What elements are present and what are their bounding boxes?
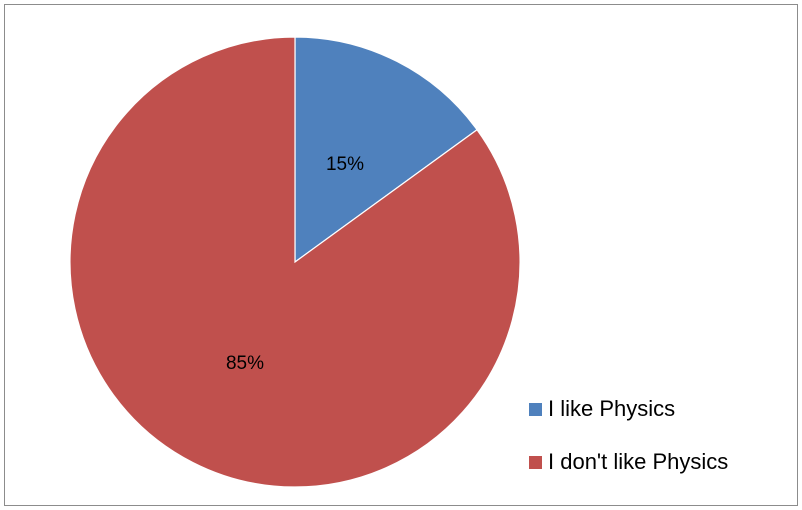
legend-swatch-like	[529, 402, 542, 416]
pie-label-like: 15%	[326, 154, 364, 175]
legend-label-dislike: I don't like Physics	[548, 449, 729, 474]
pie-label-dislike: 85%	[226, 353, 264, 374]
pie-slice-dislike	[69, 36, 521, 488]
legend-item-dislike: I don't like Physics	[529, 449, 728, 475]
legend-label-like: I like Physics	[548, 396, 676, 421]
legend-item-like: I like Physics	[529, 396, 728, 422]
legend: I like Physics I don't like Physics	[529, 396, 728, 502]
legend-swatch-dislike	[529, 455, 542, 469]
pie-slice-like	[294, 36, 478, 264]
